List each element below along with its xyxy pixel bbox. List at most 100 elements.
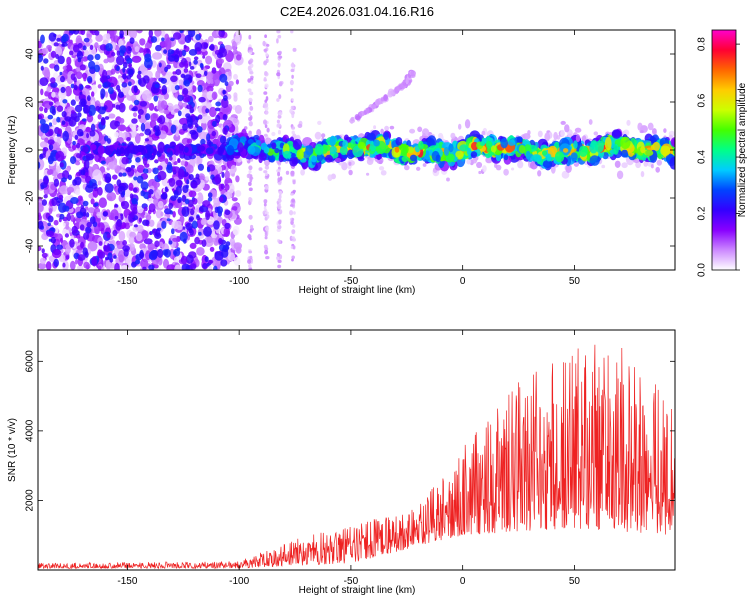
spectrogram-cell bbox=[175, 48, 180, 55]
colorbar-gradient bbox=[711, 29, 737, 271]
spectrogram-cell bbox=[518, 145, 526, 154]
spectrogram-cell bbox=[291, 113, 295, 119]
spectrogram-cell bbox=[118, 117, 125, 124]
spectrogram-cell bbox=[143, 238, 153, 245]
spectrogram-cell bbox=[164, 66, 169, 73]
spectrogram-cell bbox=[165, 37, 172, 51]
spectrogram-cell bbox=[490, 145, 497, 153]
spectrogram-cell bbox=[185, 222, 193, 231]
spectrogram-cell bbox=[224, 81, 229, 87]
spectrogram-cell bbox=[137, 70, 142, 75]
spectrogram-cell bbox=[170, 75, 178, 83]
x-tick-label: -50 bbox=[344, 276, 359, 287]
spectrogram-cell bbox=[542, 160, 553, 169]
spectrogram-cell bbox=[50, 50, 57, 59]
spectrogram-cell bbox=[104, 135, 109, 142]
spectrogram-cell bbox=[503, 154, 509, 161]
spectrogram-cell bbox=[67, 174, 72, 181]
spectrogram-cell bbox=[189, 229, 194, 236]
spectrogram-cell bbox=[144, 128, 152, 136]
spectrogram-cell bbox=[77, 195, 83, 202]
spectrogram-cell bbox=[64, 116, 72, 122]
spectrogram-cell bbox=[394, 86, 401, 92]
spectrogram-cell bbox=[148, 102, 155, 111]
spectrogram-cell bbox=[190, 181, 198, 189]
spectrogram-cell bbox=[110, 68, 116, 75]
spectrogram-cell bbox=[217, 58, 224, 64]
spectrogram-cell bbox=[196, 215, 201, 221]
spectrogram-cell bbox=[455, 150, 464, 158]
spectrogram-cell bbox=[60, 237, 63, 243]
spectrogram-cell bbox=[188, 190, 197, 198]
spectrogram-cell bbox=[222, 114, 228, 121]
spectrogram-cell bbox=[578, 145, 588, 157]
spectrogram-cell bbox=[137, 114, 142, 120]
spectrogram-cell bbox=[195, 34, 201, 41]
spectrogram-cell bbox=[145, 113, 151, 121]
spectrogram-cell bbox=[248, 34, 252, 40]
spectrogram-cell bbox=[186, 104, 193, 110]
spectrogram-cell bbox=[72, 140, 76, 146]
spectrogram-cell bbox=[203, 226, 212, 237]
spectrogram-cell bbox=[112, 174, 118, 180]
spectrogram-cell bbox=[186, 179, 190, 185]
spectrogram-cell bbox=[271, 131, 276, 137]
spectrogram-cell bbox=[154, 189, 162, 200]
spectrogram-cell bbox=[74, 176, 82, 186]
spectrogram-cell bbox=[116, 179, 122, 187]
spectrogram-cell bbox=[394, 146, 400, 153]
spectrogram-cell bbox=[292, 189, 296, 193]
y-tick-label: 20 bbox=[25, 96, 36, 108]
spectrogram-cell bbox=[121, 82, 128, 88]
spectrogram-cell bbox=[105, 259, 111, 270]
spectrogram-cell bbox=[620, 136, 631, 149]
spectrogram-cell bbox=[40, 185, 45, 190]
spectrogram-cell bbox=[373, 139, 380, 147]
spectrogram-cell bbox=[98, 241, 103, 246]
spectrogram-cell bbox=[53, 258, 59, 268]
spectrogram-cell bbox=[79, 98, 87, 107]
spectrogram-cell bbox=[220, 183, 225, 190]
spectrogram-cell bbox=[342, 139, 349, 149]
spectrogram-cell bbox=[604, 136, 612, 151]
spectrogram-cell bbox=[300, 169, 305, 176]
spectrogram-cell bbox=[274, 147, 280, 154]
spectrogram-cell bbox=[155, 228, 161, 237]
spectrogram-cell bbox=[104, 116, 110, 120]
spectrogram-cell bbox=[263, 77, 267, 82]
spectrogram-cell bbox=[51, 91, 56, 98]
spectrogram-cell bbox=[88, 60, 96, 70]
spectrogram-cell bbox=[193, 56, 199, 61]
spectrogram-cell bbox=[57, 55, 65, 65]
spectrogram-cell bbox=[150, 36, 158, 43]
spectrogram-cell bbox=[593, 131, 599, 136]
spectrogram-cell bbox=[142, 219, 150, 226]
spectrogram-cell bbox=[212, 72, 221, 87]
spectrogram-cell bbox=[263, 206, 267, 211]
spectrogram-cell bbox=[231, 206, 238, 211]
spectrogram-cell bbox=[595, 140, 604, 153]
spectrogram-cell bbox=[203, 42, 209, 49]
spectrogram-cell bbox=[314, 143, 324, 156]
spectrogram-cell bbox=[290, 220, 294, 226]
spectrogram-cell bbox=[175, 69, 182, 76]
spectrogram-cell bbox=[264, 226, 270, 232]
spectrogram-cell bbox=[77, 254, 86, 261]
spectrogram-cell bbox=[268, 155, 276, 162]
spectrogram-cell bbox=[166, 218, 171, 222]
spectrogram-cell bbox=[482, 165, 487, 173]
spectrogram-cell bbox=[114, 215, 119, 220]
spectrogram-cell bbox=[410, 70, 416, 77]
spectrogram-cell bbox=[223, 95, 228, 101]
spectrogram-cell bbox=[102, 211, 108, 217]
spectrogram-cell bbox=[55, 150, 65, 162]
spectrogram-cell bbox=[46, 86, 52, 92]
spectrogram-cell bbox=[208, 264, 212, 270]
spectrogram-cell bbox=[291, 74, 294, 79]
spectrogram-cell bbox=[418, 140, 424, 150]
spectrogram-cell bbox=[38, 262, 47, 270]
spectrogram-cell bbox=[209, 106, 217, 118]
spectrogram-cell bbox=[94, 30, 100, 36]
spectrogram-cell bbox=[43, 107, 48, 114]
spectrogram-cell bbox=[108, 113, 116, 119]
